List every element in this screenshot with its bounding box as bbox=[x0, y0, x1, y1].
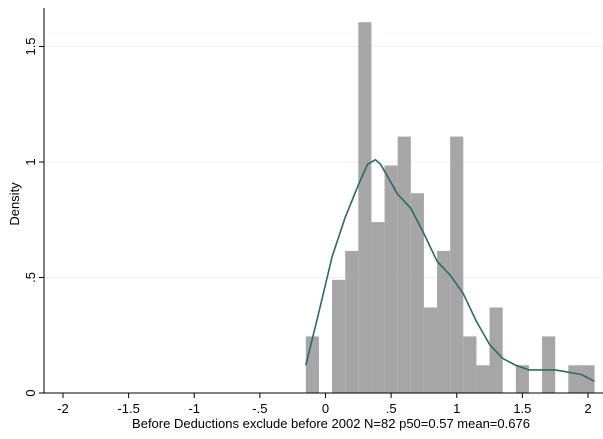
y-axis-label: Density bbox=[7, 182, 22, 226]
histogram-bar-21 bbox=[581, 365, 595, 393]
x-tick-label-1: -1.5 bbox=[117, 401, 139, 416]
x-tick-label-3: -.5 bbox=[252, 401, 267, 416]
histogram-bar-4 bbox=[358, 22, 372, 394]
x-tick-label-4: 0 bbox=[322, 401, 329, 416]
gridlines bbox=[45, 46, 603, 278]
histogram-bar-11 bbox=[450, 136, 464, 393]
histogram-bar-10 bbox=[437, 250, 451, 393]
x-tick-label-6: 1 bbox=[453, 401, 460, 416]
x-tick-label-7: 1.5 bbox=[513, 401, 531, 416]
x-tick-label-2: -1 bbox=[188, 401, 200, 416]
histogram-bar-20 bbox=[568, 365, 582, 393]
x-tick-label-5: .5 bbox=[386, 401, 397, 416]
density-curve-group bbox=[305, 158, 595, 383]
histogram-bar-13 bbox=[476, 365, 490, 393]
histogram-bar-5 bbox=[371, 222, 385, 393]
x-axis-label: Before Deductions exclude before 2002 N=… bbox=[132, 416, 530, 431]
histogram-bar-8 bbox=[410, 193, 424, 393]
y-tick-label-1: .5 bbox=[23, 272, 38, 283]
histogram-bar-0 bbox=[305, 336, 319, 393]
histogram-bar-16 bbox=[515, 365, 529, 393]
histogram-bar-6 bbox=[384, 165, 398, 393]
histogram-bar-12 bbox=[463, 336, 477, 393]
histogram-bar-7 bbox=[397, 136, 411, 393]
histogram-bar-3 bbox=[345, 250, 359, 393]
axes: -2 -1.5 -1 -.5 0 .5 1 1.5 2 0 .5 1 1.5 bbox=[23, 8, 603, 416]
y-tick-label-2: 1 bbox=[23, 158, 38, 165]
histogram-bar-9 bbox=[423, 307, 438, 393]
histogram-bar-18 bbox=[542, 336, 556, 393]
histogram-bars bbox=[305, 22, 595, 394]
density-curve bbox=[305, 158, 595, 383]
y-tick-label-0: 0 bbox=[23, 389, 38, 396]
x-tick-label-8: 2 bbox=[584, 401, 591, 416]
y-tick-label-3: 1.5 bbox=[23, 37, 38, 55]
histogram-bar-2 bbox=[332, 279, 346, 393]
x-tick-label-0: -2 bbox=[57, 401, 69, 416]
